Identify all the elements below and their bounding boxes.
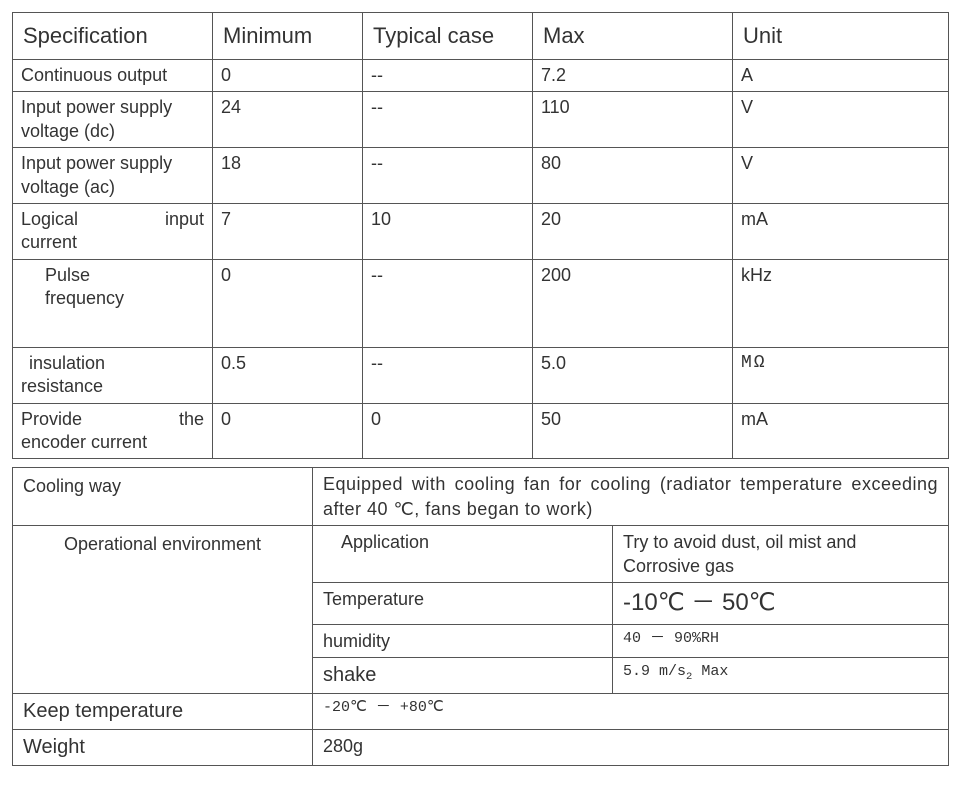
application-value: Try to avoid dust, oil mist and Corrosiv… (613, 525, 949, 583)
cell-typ: -- (363, 259, 533, 347)
header-minimum: Minimum (213, 13, 363, 60)
cell-unit: kHz (733, 259, 949, 347)
application-label: Application (313, 525, 613, 583)
cell-min: 24 (213, 92, 363, 148)
table-row: Weight 280g (13, 730, 949, 766)
specification-table: Specification Minimum Typical case Max U… (12, 12, 949, 459)
cell-spec-c: current (21, 232, 77, 252)
table-row: Pulse frequency 0 -- 200 kHz (13, 259, 949, 347)
keep-temperature-label: Keep temperature (13, 694, 313, 730)
table-row: Input power supply voltage (ac) 18 -- 80… (13, 148, 949, 204)
cell-spec-a: insulation (21, 352, 204, 375)
table-row: Logical input current 7 10 20 mA (13, 203, 949, 259)
cell-max: 20 (533, 203, 733, 259)
cell-typ: -- (363, 60, 533, 92)
environment-table: Cooling way Equipped with cooling fan fo… (12, 467, 949, 766)
temperature-label: Temperature (313, 583, 613, 624)
cooling-way-value: Equipped with cooling fan for cooling (r… (313, 468, 949, 526)
cell-spec-a: Logical (21, 208, 78, 231)
shake-value-post: Max (692, 663, 728, 680)
cell-max: 80 (533, 148, 733, 204)
table-row: Input power supply voltage (dc) 24 -- 11… (13, 92, 949, 148)
cooling-way-label: Cooling way (13, 468, 313, 526)
cell-spec: Pulse frequency (13, 259, 213, 347)
table-row: Continuous output 0 -- 7.2 A (13, 60, 949, 92)
shake-value: 5.9 m/s2 Max (613, 658, 949, 694)
cell-max: 50 (533, 403, 733, 459)
cell-spec-b: the (179, 408, 204, 431)
header-unit: Unit (733, 13, 949, 60)
cell-min: 7 (213, 203, 363, 259)
cell-min: 0 (213, 259, 363, 347)
cell-min: 0 (213, 403, 363, 459)
cell-spec: Continuous output (13, 60, 213, 92)
cell-unit: mA (733, 203, 949, 259)
cell-typ: 10 (363, 203, 533, 259)
cell-max: 5.0 (533, 347, 733, 403)
cell-spec: insulation resistance (13, 347, 213, 403)
cell-unit: V (733, 148, 949, 204)
table-row: Provide the encoder current 0 0 50 mA (13, 403, 949, 459)
header-specification: Specification (13, 13, 213, 60)
cell-min: 0.5 (213, 347, 363, 403)
table-row: Keep temperature -20℃ － +80℃ (13, 694, 949, 730)
cell-unit: A (733, 60, 949, 92)
cell-typ: -- (363, 92, 533, 148)
cell-spec-c: resistance (21, 376, 103, 396)
cell-spec: Logical input current (13, 203, 213, 259)
header-typical: Typical case (363, 13, 533, 60)
humidity-value: 40 － 90%RH (613, 624, 949, 657)
keep-temperature-value: -20℃ － +80℃ (313, 694, 949, 730)
cell-spec: Input power supply voltage (dc) (13, 92, 213, 148)
shake-value-pre: 5.9 m/s (623, 663, 686, 680)
table-row: Cooling way Equipped with cooling fan fo… (13, 468, 949, 526)
cell-min: 18 (213, 148, 363, 204)
weight-label: Weight (13, 730, 313, 766)
cell-spec: Input power supply voltage (ac) (13, 148, 213, 204)
cell-spec: Provide the encoder current (13, 403, 213, 459)
humidity-label: humidity (313, 624, 613, 657)
cell-unit: V (733, 92, 949, 148)
cell-spec-a: Provide (21, 408, 82, 431)
cell-spec-c: encoder current (21, 432, 147, 452)
cell-spec-text: Pulse frequency (21, 264, 165, 311)
header-max: Max (533, 13, 733, 60)
cell-typ: -- (363, 347, 533, 403)
cell-max: 110 (533, 92, 733, 148)
table-row: insulation resistance 0.5 -- 5.0 MΩ (13, 347, 949, 403)
shake-label: shake (313, 658, 613, 694)
cell-unit: MΩ (733, 347, 949, 403)
operational-environment-label: Operational environment (13, 525, 313, 693)
weight-value: 280g (313, 730, 949, 766)
cell-spec-b: input (165, 208, 204, 231)
spec-header-row: Specification Minimum Typical case Max U… (13, 13, 949, 60)
cell-max: 7.2 (533, 60, 733, 92)
cell-max: 200 (533, 259, 733, 347)
cell-typ: -- (363, 148, 533, 204)
table-row: Operational environment Application Try … (13, 525, 949, 583)
cell-min: 0 (213, 60, 363, 92)
cell-typ: 0 (363, 403, 533, 459)
temperature-value: -10℃ － 50℃ (613, 583, 949, 624)
cell-unit: mA (733, 403, 949, 459)
